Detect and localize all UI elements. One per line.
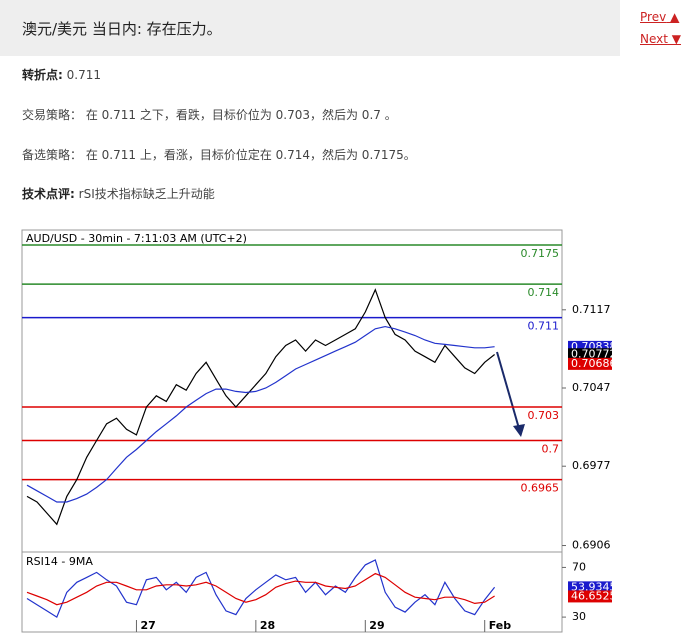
level-label: 0.7	[542, 443, 560, 456]
price-marker	[568, 357, 612, 370]
next-text[interactable]: Next	[640, 32, 668, 46]
price-marker	[568, 348, 612, 361]
paragraph: 交易策略： 在 0.711 之下，看跌，目标价位为 0.703，然后为 0.7 …	[22, 106, 397, 123]
price-marker	[568, 581, 612, 594]
level-label: 0.6965	[521, 482, 560, 495]
level-label: 0.711	[528, 320, 560, 333]
price-marker-label: 46.6525	[571, 589, 617, 602]
x-tick-label: 27	[140, 619, 155, 632]
price-marker-label: 53.9345	[571, 580, 617, 593]
series-line	[26, 572, 495, 606]
text: 在 0.711 之下，看跌，目标价位为 0.703，然后为 0.7 。	[85, 108, 397, 122]
forecast-arrow	[496, 351, 521, 433]
chart-title: AUD/USD - 30min - 7:11:03 AM (UTC+2)	[26, 232, 247, 245]
paragraph: 技术点评: rSI技术指标缺乏上升动能	[22, 185, 215, 202]
chart-frame	[21, 229, 563, 633]
text: 在 0.711 上，看涨，目标价位定在 0.714，然后为 0.7175。	[85, 148, 416, 162]
text: rSI技术指标缺乏上升动能	[78, 187, 215, 201]
price-marker	[568, 590, 612, 603]
prev-link[interactable]: Prev ▲	[640, 10, 680, 24]
x-tick-label: 29	[369, 619, 384, 632]
y-tick-label: 70	[572, 560, 586, 573]
price-marker-label: 0.70772	[571, 347, 617, 360]
y-tick-label: 0.6977	[572, 459, 611, 472]
arrow-head	[513, 424, 525, 437]
text: 0.711	[66, 68, 101, 82]
header: 澳元/美元 当日内: 存在压力。	[0, 0, 620, 56]
paragraph: 转折点: 0.711	[22, 66, 101, 83]
x-tick-label: 28	[260, 619, 275, 632]
level-label: 0.7175	[521, 247, 560, 260]
rsi-title: RSI14 - 9MA	[26, 555, 93, 568]
level-label: 0.703	[528, 409, 560, 422]
series-line	[26, 325, 495, 503]
next-link[interactable]: Next ▼	[640, 32, 682, 46]
series-line	[26, 288, 495, 526]
paragraph: 备选策略： 在 0.711 上，看涨，目标价位定在 0.714，然后为 0.71…	[22, 146, 416, 163]
level-label: 0.714	[528, 286, 560, 299]
label: 交易策略：	[22, 108, 83, 122]
title: 澳元/美元 当日内: 存在压力。	[22, 20, 222, 38]
price-marker-label: 0.70686	[571, 357, 617, 370]
x-tick-label: Feb	[489, 619, 512, 632]
series-line	[26, 559, 496, 618]
y-tick-label: 0.7117	[572, 303, 611, 316]
y-tick-label: 30	[572, 610, 586, 623]
label: 技术点评:	[22, 187, 75, 201]
y-tick-label: 0.7047	[572, 381, 611, 394]
prev-text[interactable]: Prev	[640, 10, 667, 24]
label: 转折点:	[22, 68, 63, 82]
label: 备选策略：	[22, 148, 83, 162]
y-tick-label: 0.6906	[572, 539, 611, 552]
